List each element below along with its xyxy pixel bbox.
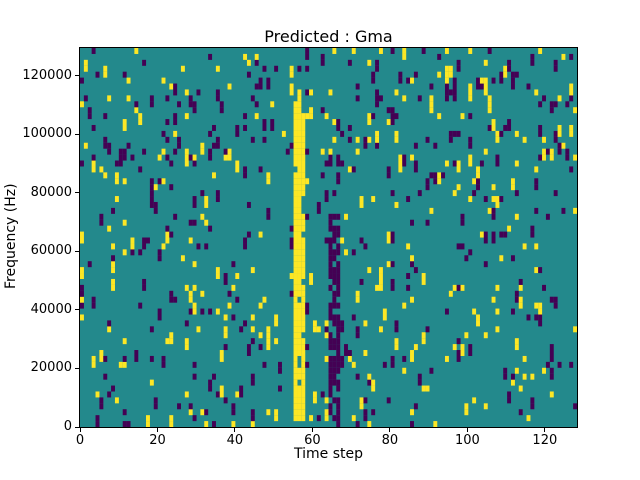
x-tick-label: 60 — [304, 433, 321, 448]
y-tick-label: 0 — [63, 419, 72, 434]
x-tick-label: 20 — [149, 433, 166, 448]
x-tick-label: 40 — [226, 433, 244, 448]
y-tick-label: 100000 — [22, 126, 72, 142]
y-tick-mark — [75, 309, 79, 311]
x-tick-mark — [389, 428, 391, 432]
x-axis-label: Time step — [294, 446, 363, 462]
x-tick-mark — [311, 428, 313, 432]
y-tick-label: 120000 — [22, 67, 72, 83]
heatmap-canvas — [80, 48, 577, 427]
y-tick-mark — [75, 192, 79, 194]
x-tick-label: 80 — [381, 433, 399, 448]
y-tick-label: 60000 — [30, 243, 72, 259]
y-tick-mark — [75, 426, 79, 428]
x-tick-mark — [156, 428, 158, 432]
y-tick-label: 80000 — [30, 184, 72, 200]
y-tick-mark — [75, 133, 79, 135]
x-tick-mark — [79, 428, 81, 432]
y-tick-mark — [75, 250, 79, 252]
x-tick-label: 0 — [75, 433, 85, 448]
x-tick-mark — [234, 428, 236, 432]
y-tick-mark — [75, 367, 79, 369]
chart-title: Predicted : Gma — [264, 27, 393, 46]
y-tick-label: 20000 — [30, 360, 72, 376]
x-tick-label: 120 — [532, 433, 558, 448]
x-tick-mark — [466, 428, 468, 432]
x-tick-label: 100 — [454, 433, 480, 448]
plot-area — [79, 47, 578, 428]
x-tick-mark — [544, 428, 546, 432]
y-tick-mark — [75, 75, 79, 77]
y-tick-label: 40000 — [30, 301, 72, 317]
